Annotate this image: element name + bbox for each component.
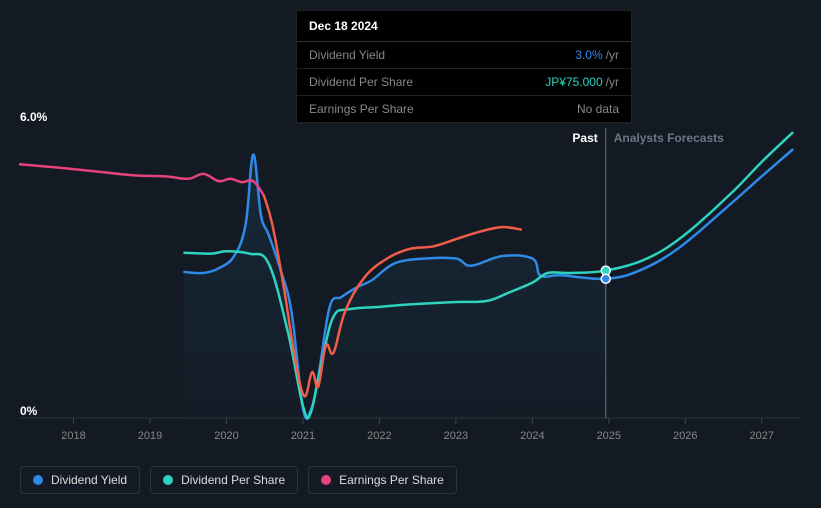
legend-dot-icon	[33, 475, 43, 485]
legend-dot-icon	[321, 475, 331, 485]
x-tick-label: 2020	[206, 430, 246, 442]
x-tick-label: 2027	[742, 430, 782, 442]
legend-item[interactable]: Dividend Yield	[20, 466, 140, 494]
chart-legend: Dividend Yield Dividend Per Share Earnings…	[20, 466, 457, 494]
x-tick-label: 2021	[283, 430, 323, 442]
x-tick-label: 2018	[54, 430, 94, 442]
x-tick-label: 2019	[130, 430, 170, 442]
legend-label: Dividend Yield	[51, 473, 127, 487]
legend-item[interactable]: Dividend Per Share	[150, 466, 298, 494]
x-tick-label: 2022	[359, 430, 399, 442]
dividend-chart-container: Dec 18 2024 Dividend Yield3.0%/yrDividen…	[0, 0, 821, 508]
x-tick-label: 2026	[665, 430, 705, 442]
legend-item[interactable]: Earnings Per Share	[308, 466, 457, 494]
legend-label: Earnings Per Share	[339, 473, 444, 487]
legend-dot-icon	[163, 475, 173, 485]
legend-label: Dividend Per Share	[181, 473, 285, 487]
x-tick-label: 2023	[436, 430, 476, 442]
x-tick-label: 2025	[589, 430, 629, 442]
x-tick-label: 2024	[512, 430, 552, 442]
